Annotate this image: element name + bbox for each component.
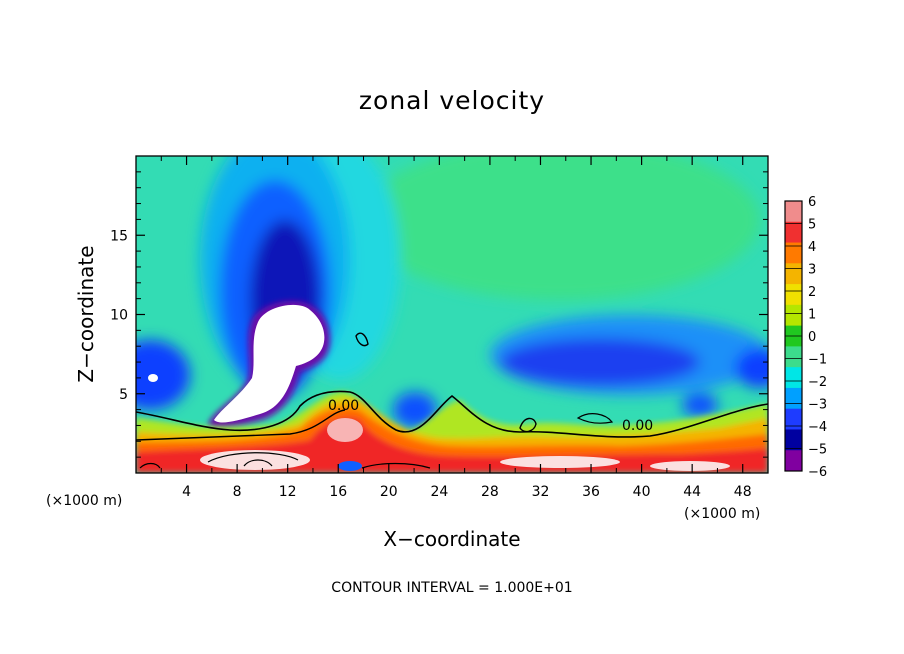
chart-title: zonal velocity (358, 86, 546, 115)
colorbar-swatch (785, 263, 802, 285)
colorbar-swatch (785, 304, 802, 327)
colorbar-tick-label: 2 (808, 285, 816, 300)
colorbar-tick-label: 5 (808, 218, 816, 233)
colorbar-tick-label: −5 (808, 443, 827, 458)
colorbar-tick-label: 4 (808, 240, 816, 255)
y-axis-unit: (×1000 m) (46, 493, 122, 509)
colorbar-tick-label: −3 (808, 398, 827, 413)
contour-ten-corner (139, 462, 161, 469)
x-tick-label: 8 (233, 484, 242, 500)
field-right-edge-blue (735, 348, 768, 388)
colorbar-swatch (785, 387, 802, 410)
x-tick-label: 44 (683, 484, 701, 500)
colorbar: 6 5 4 3 2 1 0 −1 −2 −3 −4 −5 −6 (784, 195, 827, 480)
colorbar-swatch (785, 242, 802, 264)
zero-contour-small (519, 417, 537, 433)
y-axis-ticks: 5 10 15 (110, 171, 768, 458)
zero-contour-island (355, 332, 369, 347)
x-tick-label: 36 (582, 484, 600, 500)
zero-contour-small-2 (576, 413, 614, 424)
x-tick-label: 20 (380, 484, 398, 500)
y-tick-label: 10 (110, 308, 128, 324)
x-tick-label: 12 (279, 484, 297, 500)
contour-ten-mid (361, 462, 431, 469)
x-tick-label: 28 (481, 484, 499, 500)
colorbar-swatch (785, 408, 802, 430)
field-white-patch-right (650, 461, 730, 471)
field-white-spot (148, 374, 158, 382)
x-tick-label: 32 (532, 484, 550, 500)
x-axis-unit: (×1000 m) (684, 506, 760, 522)
field-right-blue-streak (682, 393, 718, 417)
colorbar-tick-label: 6 (808, 195, 816, 210)
colorbar-swatch (785, 367, 802, 389)
field-left-blue (136, 340, 190, 410)
field-pink-patch (327, 418, 363, 442)
colorbar-tick-label: 0 (808, 330, 816, 345)
y-tick-label: 5 (119, 387, 128, 403)
velocity-field: 0.00 0.00 (136, 156, 768, 473)
zero-contour-main (136, 390, 768, 438)
colorbar-swatch (785, 429, 802, 451)
x-tick-label: 40 (633, 484, 651, 500)
zero-contour-lower (136, 409, 346, 441)
colorbar-swatch (785, 201, 802, 223)
field-white-core (214, 304, 325, 423)
contour-ten-left (207, 452, 299, 463)
x-axis-title: X−coordinate (383, 527, 520, 551)
field-mid-blue-streak (393, 392, 437, 428)
x-axis-ticks: 4 8 12 16 20 24 28 32 36 40 44 48 (160, 156, 752, 500)
colorbar-tick-label: −1 (808, 353, 827, 368)
field-right-band-core (500, 338, 700, 386)
y-tick-label: 15 (110, 228, 128, 244)
contour-label-left: 0.00 (328, 398, 359, 414)
contour-label-right: 0.00 (622, 418, 653, 434)
colorbar-swatch (785, 346, 802, 368)
field-white-patch-mid (500, 456, 620, 468)
x-tick-label: 16 (329, 484, 347, 500)
colorbar-swatch (785, 450, 802, 472)
colorbar-tick-label: −4 (808, 420, 827, 435)
y-axis-title: Z−coordinate (74, 245, 98, 382)
colorbar-tick-label: 3 (808, 263, 816, 278)
x-tick-label: 24 (430, 484, 448, 500)
field-green-region (360, 156, 760, 300)
contour-twenty-left (243, 459, 273, 467)
field-surface-blue (338, 461, 362, 471)
x-tick-label: 4 (182, 484, 191, 500)
colorbar-swatch (785, 221, 802, 244)
colorbar-tick-label: 1 (808, 308, 816, 323)
contour-interval-note: CONTOUR INTERVAL = 1.000E+01 (331, 580, 572, 596)
colorbar-tick-label: −2 (808, 375, 827, 390)
x-tick-label: 48 (734, 484, 752, 500)
colorbar-swatch (785, 284, 802, 306)
colorbar-tick-label: −6 (808, 465, 827, 480)
